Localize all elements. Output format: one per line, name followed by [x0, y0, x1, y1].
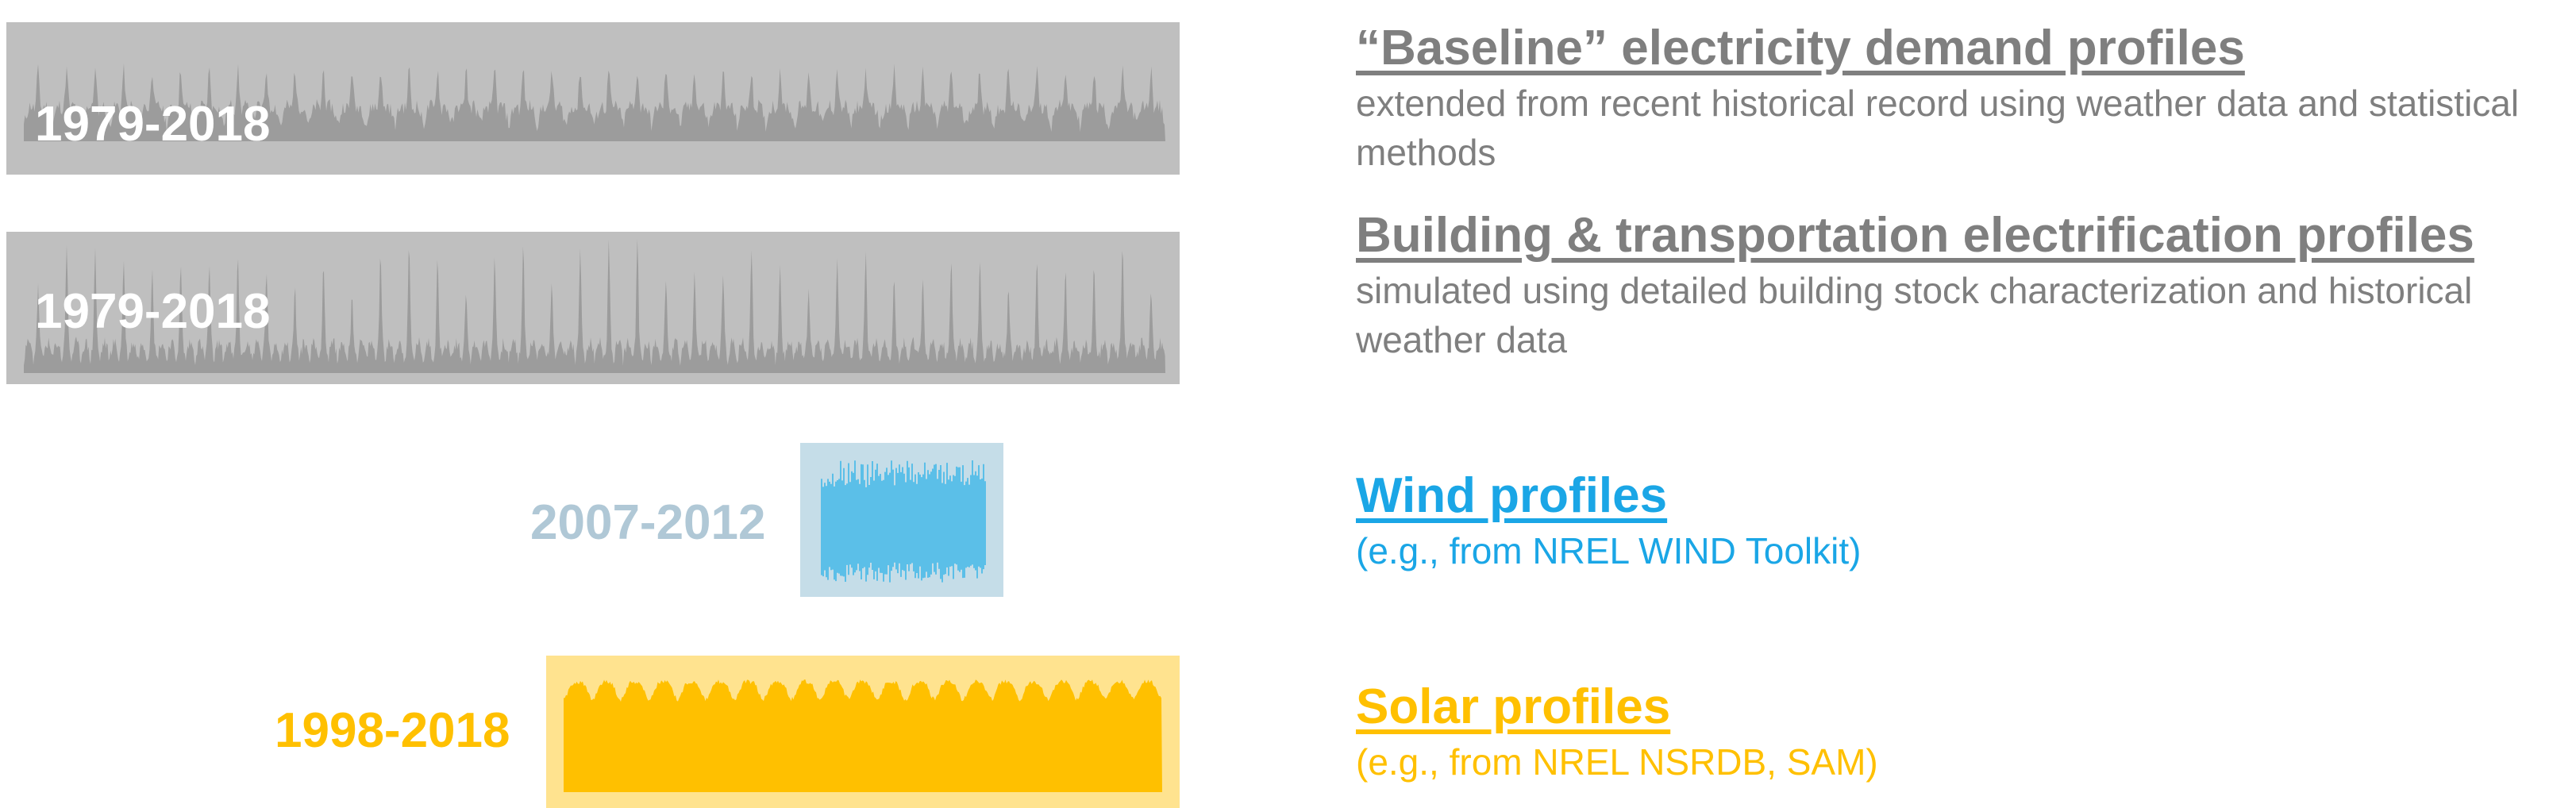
solar-description-block: Solar profiles (e.g., from NREL NSRDB, S…: [1356, 681, 2563, 787]
solar-profile-thumbnail: [546, 656, 1180, 808]
baseline-series: [24, 63, 1165, 141]
solar-series-graphic: [564, 679, 1162, 792]
solar-years-label: 1998-2018: [275, 703, 510, 758]
solar-description: (e.g., from NREL NSRDB, SAM): [1356, 741, 1878, 783]
baseline-title: “Baseline” electricity demand profiles: [1356, 21, 2245, 75]
electrification-description: simulated using detailed building stock …: [1356, 270, 2473, 361]
electrification-profile-thumbnail: 1979-2018: [6, 232, 1180, 384]
wind-description-block: Wind profiles (e.g., from NREL WIND Tool…: [1356, 470, 2563, 575]
electrification-series: [24, 238, 1165, 373]
wind-series-graphic: [821, 460, 986, 583]
wind-title: Wind profiles: [1356, 468, 1668, 523]
solar-series: [564, 679, 1162, 792]
wind-series: [821, 460, 986, 583]
wind-profile-thumbnail: [800, 443, 1003, 597]
solar-title: Solar profiles: [1356, 679, 1671, 734]
electrification-series-graphic: [24, 238, 1165, 373]
electrification-years-label: 1979-2018: [35, 284, 271, 339]
electrification-title: Building & transportation electrificatio…: [1356, 208, 2474, 263]
baseline-description-block: “Baseline” electricity demand profiles e…: [1356, 22, 2563, 177]
baseline-description: extended from recent historical record u…: [1356, 83, 2520, 174]
electrification-description-block: Building & transportation electrificatio…: [1356, 210, 2563, 364]
baseline-years-label: 1979-2018: [35, 97, 271, 152]
baseline-profile-thumbnail: 1979-2018: [6, 22, 1180, 175]
wind-years-label: 2007-2012: [530, 495, 766, 550]
wind-description: (e.g., from NREL WIND Toolkit): [1356, 530, 1862, 572]
baseline-series-graphic: [24, 63, 1165, 141]
